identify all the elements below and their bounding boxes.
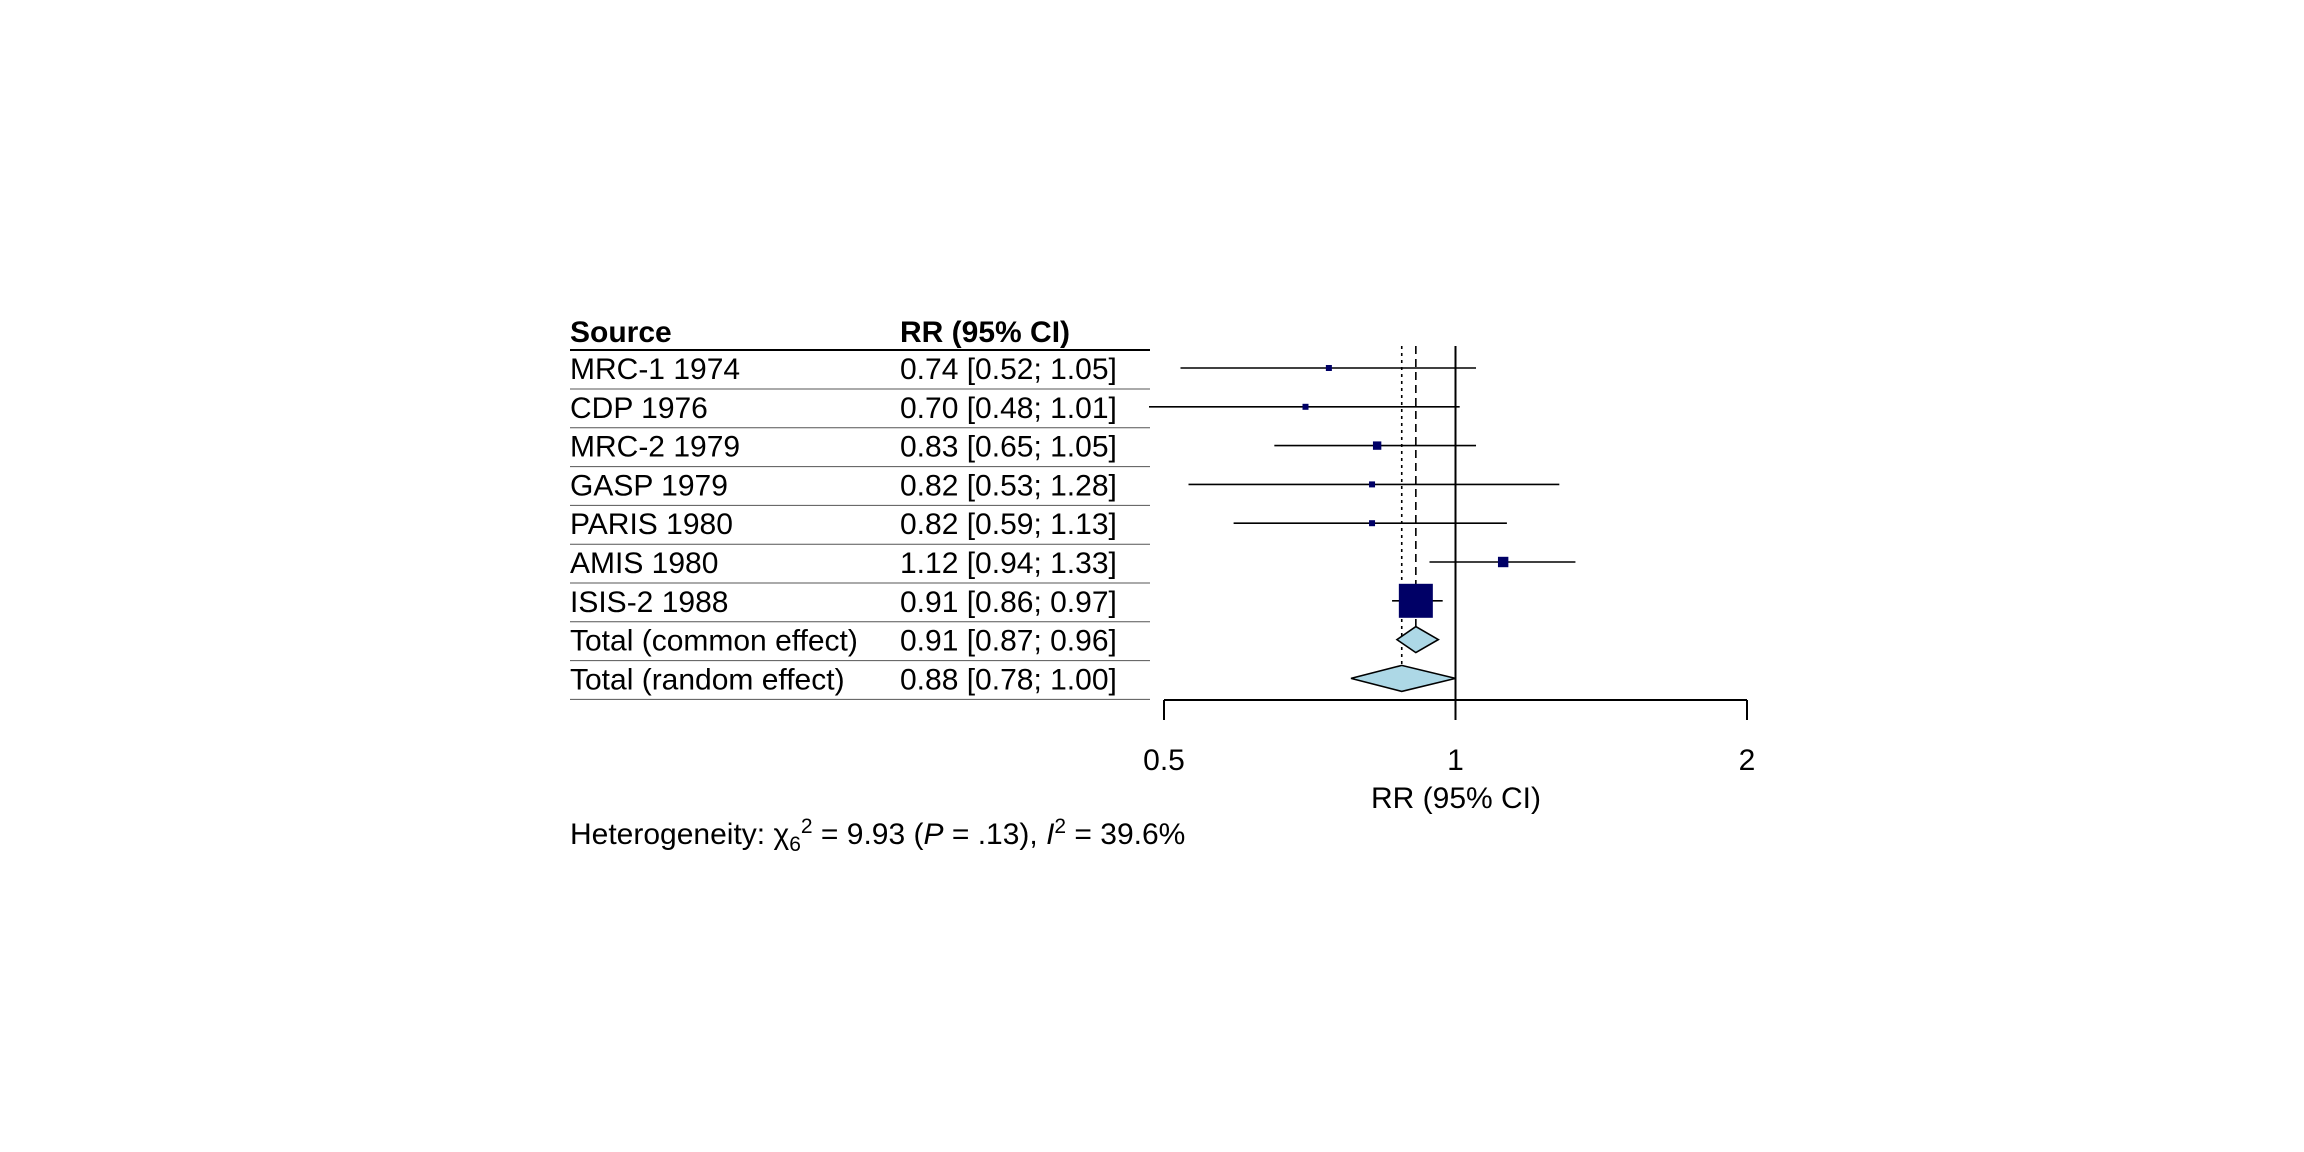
x-axis-title: RR (95% CI) (1371, 782, 1541, 815)
row-label: GASP 1979 (570, 469, 728, 502)
row-estimate: 1.12 [0.94; 1.33] (900, 547, 1117, 580)
row-estimate: 0.91 [0.87; 0.96] (900, 625, 1117, 658)
summary-diamond (1395, 625, 1440, 654)
chi-square-value: = 9.93 ( (812, 818, 924, 851)
row-estimate: 0.82 [0.53; 1.28] (900, 469, 1117, 502)
i-squared-value: = 39.6% (1066, 818, 1186, 851)
study-point-estimate (1372, 441, 1382, 450)
p-value: = .13), (943, 818, 1047, 851)
summary-diamond (1350, 664, 1456, 693)
header-source: Source (570, 316, 672, 349)
p-symbol: P (923, 818, 944, 851)
table-rows: MRC-1 1974 0.74 [0.52; 1.05] CDP 1976 0.70 … (570, 353, 1150, 700)
study-point-estimate (1497, 556, 1509, 568)
row-label: Total (common effect) (570, 625, 858, 658)
study-point-estimate (1369, 481, 1376, 488)
plot-area: 0.5 1 2 (1143, 346, 1755, 777)
row-label: CDP 1976 (570, 392, 708, 425)
i-squared-symbol: I (1046, 818, 1055, 851)
row-label: ISIS-2 1988 (570, 586, 728, 619)
row-estimate: 0.74 [0.52; 1.05] (900, 353, 1117, 386)
row-estimate: 0.82 [0.59; 1.13] (900, 508, 1117, 541)
row-label: Total (random effect) (570, 663, 845, 696)
row-label: MRC-1 1974 (570, 353, 740, 386)
row-label: PARIS 1980 (570, 508, 733, 541)
chi-square-symbol: χ (773, 818, 790, 851)
row-estimate: 0.91 [0.86; 0.97] (900, 586, 1117, 619)
x-tick-label: 2 (1739, 744, 1756, 777)
row-estimate: 0.83 [0.65; 1.05] (900, 431, 1117, 464)
header-estimate: RR (95% CI) (900, 316, 1070, 349)
study-point-estimate (1369, 520, 1376, 527)
row-estimate: 0.70 [0.48; 1.01] (900, 392, 1117, 425)
study-point-estimate (1325, 365, 1332, 371)
row-label: AMIS 1980 (570, 547, 718, 580)
x-tick-label: 1 (1447, 744, 1464, 777)
chi-square-power: 2 (800, 815, 813, 838)
x-tick-label: 0.5 (1143, 744, 1185, 777)
row-label: MRC-2 1979 (570, 431, 740, 464)
study-point-estimate (1302, 403, 1309, 410)
study-point-estimate (1398, 583, 1433, 618)
chi-square-df: 6 (789, 833, 801, 856)
row-estimate: 0.88 [0.78; 1.00] (900, 663, 1117, 696)
heterogeneity-prefix: Heterogeneity: (570, 818, 774, 851)
heterogeneity-statistics: Heterogeneity: χ62 = 9.93 (P = .13), I2 … (570, 815, 1186, 855)
i-squared-power: 2 (1054, 815, 1067, 838)
